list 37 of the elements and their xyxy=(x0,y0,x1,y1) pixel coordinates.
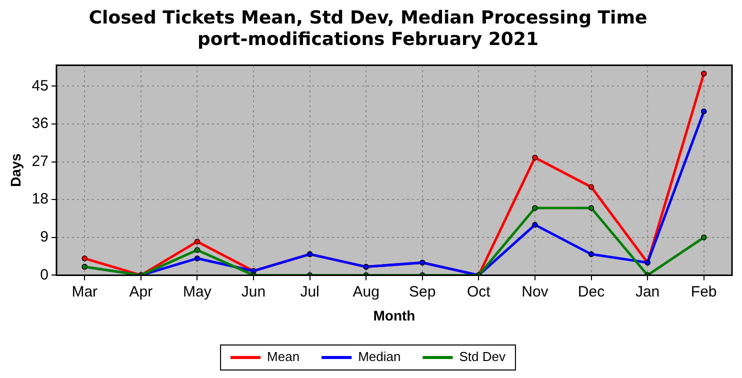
chart-title: Closed Tickets Mean, Std Dev, Median Processing Time port-modifications February 2021 xyxy=(88,7,648,50)
point xyxy=(194,247,200,253)
y-tick-label: 18 xyxy=(32,190,48,208)
legend-label: Mean xyxy=(267,349,300,364)
point xyxy=(588,205,594,211)
point xyxy=(700,108,707,114)
point xyxy=(194,256,200,262)
point xyxy=(194,238,200,244)
x-tick-label: Aug xyxy=(352,283,380,300)
x-axis-title: Month xyxy=(373,307,416,324)
x-tick-label: Apr xyxy=(129,283,153,300)
x-tick-label: Oct xyxy=(467,283,492,300)
x-tick-label: Dec xyxy=(578,283,606,300)
y-tick-label: 27 xyxy=(32,152,48,170)
y-tick-label: 0 xyxy=(40,266,48,284)
point xyxy=(700,234,707,240)
point xyxy=(700,70,707,76)
y-tick-label: 9 xyxy=(40,228,48,246)
point xyxy=(532,222,538,228)
x-tick-label: Mar xyxy=(72,283,98,300)
legend-label: Std Dev xyxy=(459,349,506,364)
point xyxy=(82,256,88,262)
x-tick-label: Nov xyxy=(522,283,549,300)
x-tick-label: Feb xyxy=(690,283,717,300)
x-tick-label: Jun xyxy=(241,283,266,300)
point xyxy=(532,205,538,211)
y-tick-label: 45 xyxy=(32,77,48,94)
y-axis-title: Days xyxy=(7,153,24,187)
x-tick-label: May xyxy=(183,283,212,300)
x-tick-label: Jan xyxy=(635,283,660,300)
point xyxy=(588,251,594,258)
y-tick-label: 36 xyxy=(32,115,48,132)
x-tick-label: Sep xyxy=(409,283,436,300)
legend-label: Median xyxy=(358,349,401,364)
point xyxy=(532,154,538,160)
x-tick-label: Jul xyxy=(300,283,320,300)
point xyxy=(588,184,594,190)
